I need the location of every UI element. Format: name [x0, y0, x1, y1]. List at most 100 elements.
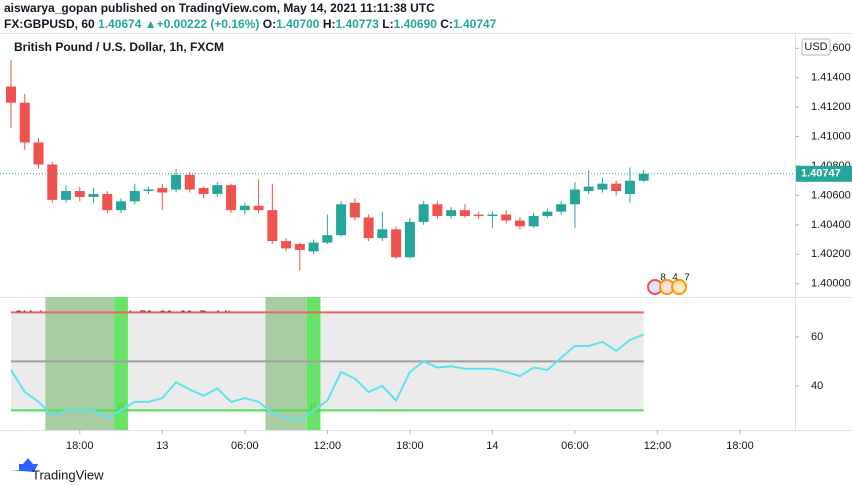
rsi-line [10, 333, 645, 422]
x-tick-label: 14 [486, 440, 498, 452]
candle-body [198, 188, 209, 194]
byline: aiswarya_gopan published on TradingView.… [4, 0, 496, 16]
legend: British Pound / U.S. Dollar, 1h, FXCM [14, 40, 224, 54]
candle-body [597, 183, 608, 190]
y-tick-label: 1.40400 [811, 219, 851, 231]
symbol: FX:GBPUSD, 60 [4, 17, 95, 31]
event-flag [671, 279, 687, 295]
candle-body [143, 189, 154, 192]
zone [265, 297, 307, 430]
l-label: L: [382, 17, 394, 31]
event-count: 8 [660, 273, 666, 284]
candle-body [583, 186, 594, 192]
candle-body [432, 204, 443, 217]
y-tick-label: 1.40000 [811, 278, 851, 290]
byline-text: aiswarya_gopan published on TradingView.… [4, 1, 435, 15]
y-tick-label: 60 [811, 331, 823, 343]
candle-body [556, 204, 567, 212]
c: 1.40747 [452, 17, 497, 31]
h: 1.40773 [335, 17, 379, 31]
y-tick-label: 1.41000 [811, 130, 851, 142]
pane-separator [0, 297, 852, 298]
x-tick-label: 12:00 [314, 440, 342, 452]
candle-body [336, 204, 347, 236]
candle-body [501, 214, 512, 221]
candle-body [253, 205, 264, 211]
candle-body [281, 241, 292, 249]
signal-label: B [310, 402, 317, 414]
candle-body [116, 201, 127, 211]
candle-body [569, 189, 580, 205]
candle-body [74, 191, 85, 197]
candle-body [473, 214, 484, 217]
x-tick-label: 06:00 [561, 440, 589, 452]
candle-body [418, 204, 429, 222]
last-price-label: 1.40747 [801, 168, 841, 180]
change: +0.00222 (+0.16%) [156, 17, 260, 31]
signal-zone [114, 297, 128, 430]
signal-label: B [117, 402, 124, 414]
y-tick-label: 1.40200 [811, 248, 851, 260]
candle-body [624, 180, 635, 194]
arrow: ▲ [144, 17, 157, 31]
candle-body [294, 244, 305, 250]
candle-body [638, 173, 649, 181]
candle-body [514, 220, 525, 227]
candle-body [377, 229, 388, 239]
zone [45, 297, 115, 430]
candle-body [129, 191, 140, 202]
x-tick-label: 18:00 [66, 440, 94, 452]
candle-body [363, 217, 374, 239]
logo [10, 458, 38, 472]
candle-body [212, 185, 223, 194]
c-label: C: [440, 17, 453, 31]
candle-body [61, 191, 72, 200]
candle-body [611, 183, 622, 192]
currency-badge [801, 38, 831, 56]
y-tick-label: 40 [811, 380, 823, 392]
candle-body [184, 174, 195, 190]
last-price-box [796, 165, 852, 182]
candle-body [171, 174, 182, 190]
candle-body [446, 210, 457, 217]
x-tick-label: 18:00 [726, 440, 754, 452]
candle-body [88, 193, 99, 197]
candle-body [267, 210, 278, 242]
o: 1.40700 [276, 17, 320, 31]
x-tick-label: 13 [156, 440, 168, 452]
candle-body [47, 164, 58, 200]
candle-body [404, 221, 415, 258]
candle-body [322, 235, 333, 243]
y-tick-label: 1.41400 [811, 72, 851, 84]
event-count: 7 [684, 273, 690, 284]
header: aiswarya_gopan published on TradingView.… [4, 0, 496, 32]
candle-body [226, 185, 237, 211]
h-label: H: [322, 17, 336, 31]
time-axis-border [0, 430, 852, 431]
x-tick-label: 12:00 [644, 440, 672, 452]
candle-body [542, 211, 553, 217]
footer: TradingView [32, 467, 104, 482]
signal-zone [306, 297, 321, 430]
frame-top [0, 33, 852, 34]
y-tick-label: 1.40600 [811, 189, 851, 201]
currency: USD [804, 41, 827, 53]
candle-body [528, 216, 539, 227]
quote-line: FX:GBPUSD, 60 1.40674 ▲+0.00222 (+0.16%)… [4, 16, 496, 32]
candle-body [391, 229, 402, 258]
candle-body [487, 214, 498, 217]
candle-body [102, 193, 113, 211]
candle-body [33, 142, 44, 165]
x-tick-label: 18:00 [396, 440, 424, 452]
y-tick-label: 1.41200 [811, 101, 851, 113]
axis-border [795, 33, 796, 430]
candle-body [349, 202, 360, 218]
candle-body [19, 102, 30, 143]
candle-body [459, 210, 470, 217]
candle-body [308, 242, 319, 252]
o-label: O: [262, 17, 277, 31]
candle-body [239, 205, 250, 211]
event-count: 4 [672, 273, 678, 284]
